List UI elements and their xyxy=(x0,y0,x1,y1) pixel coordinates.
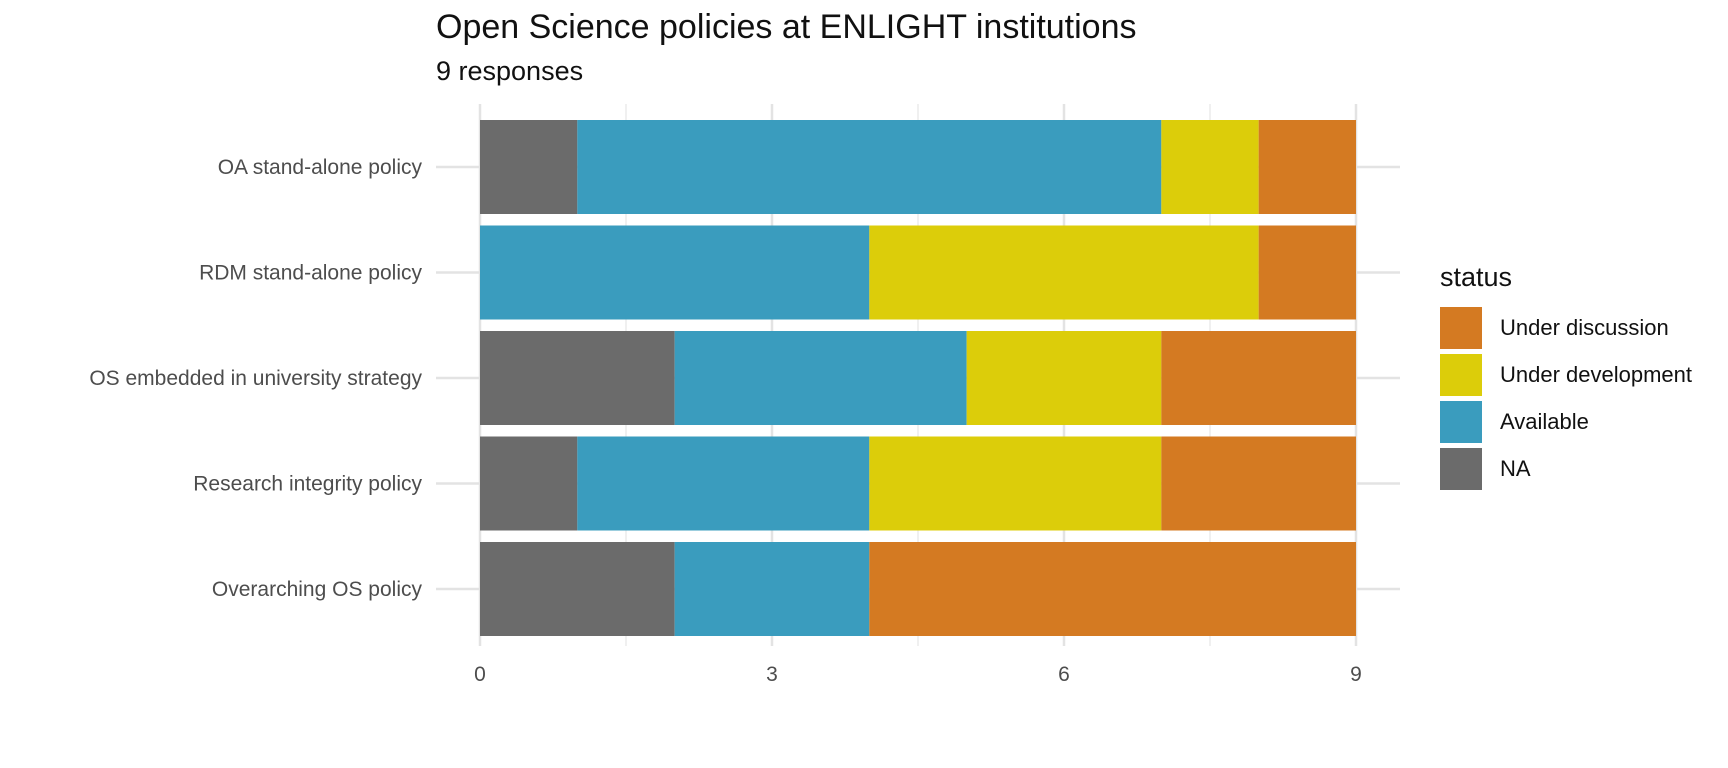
category-label: OS embedded in university strategy xyxy=(89,367,422,390)
legend-swatch xyxy=(1440,401,1482,443)
x-tick-label: 6 xyxy=(1058,663,1070,686)
bar-segment xyxy=(966,331,1162,425)
x-tick-label: 9 xyxy=(1350,663,1362,686)
legend-label: Under discussion xyxy=(1500,315,1669,340)
legend-items: Under discussion Under development Availab… xyxy=(1440,305,1692,492)
x-tick-label: 0 xyxy=(474,663,486,686)
legend-label: Under development xyxy=(1500,362,1693,387)
axis-labels: OA stand-alone policy RDM stand-alone pol… xyxy=(89,156,1362,686)
legend-item: Under development xyxy=(1440,352,1692,398)
legend-label: Available xyxy=(1500,409,1589,434)
bar-segment xyxy=(1161,331,1356,425)
category-label: OA stand-alone policy xyxy=(218,156,423,179)
bar-segment xyxy=(1258,120,1356,214)
category-label: RDM stand-alone policy xyxy=(199,262,422,285)
legend-item: NA xyxy=(1440,446,1692,492)
x-tick-label: 3 xyxy=(766,663,778,686)
legend-swatch xyxy=(1440,354,1482,396)
legend-item: Available xyxy=(1440,399,1692,445)
legend-swatch xyxy=(1440,307,1482,349)
category-label: Overarching OS policy xyxy=(212,578,423,601)
bar-segment xyxy=(577,436,870,531)
bar-segment xyxy=(1258,225,1356,320)
bar-segment xyxy=(869,542,1356,636)
legend-label: NA xyxy=(1500,456,1531,481)
chart-title: Open Science policies at ENLIGHT institu… xyxy=(436,8,1137,46)
legend-title: status xyxy=(1440,262,1513,292)
bar-segment xyxy=(480,331,675,425)
bar-segment xyxy=(480,225,870,320)
bar-segment xyxy=(480,542,675,636)
bar-segment xyxy=(869,436,1162,531)
legend-swatch xyxy=(1440,448,1482,490)
bar-segment xyxy=(1161,436,1356,531)
legend-item: Under discussion xyxy=(1440,305,1692,351)
bar-segment xyxy=(674,331,967,425)
bar-segment xyxy=(674,542,870,636)
bar-segment xyxy=(577,120,1162,214)
bars xyxy=(480,120,1356,636)
chart-subtitle: 9 responses xyxy=(436,56,584,86)
bar-segment xyxy=(480,436,578,531)
bar-segment xyxy=(869,225,1259,320)
legend: status Under discussion Under development… xyxy=(1440,262,1692,493)
bar-segment xyxy=(480,120,578,214)
bar-segment xyxy=(1161,120,1259,214)
category-label: Research integrity policy xyxy=(193,473,422,496)
